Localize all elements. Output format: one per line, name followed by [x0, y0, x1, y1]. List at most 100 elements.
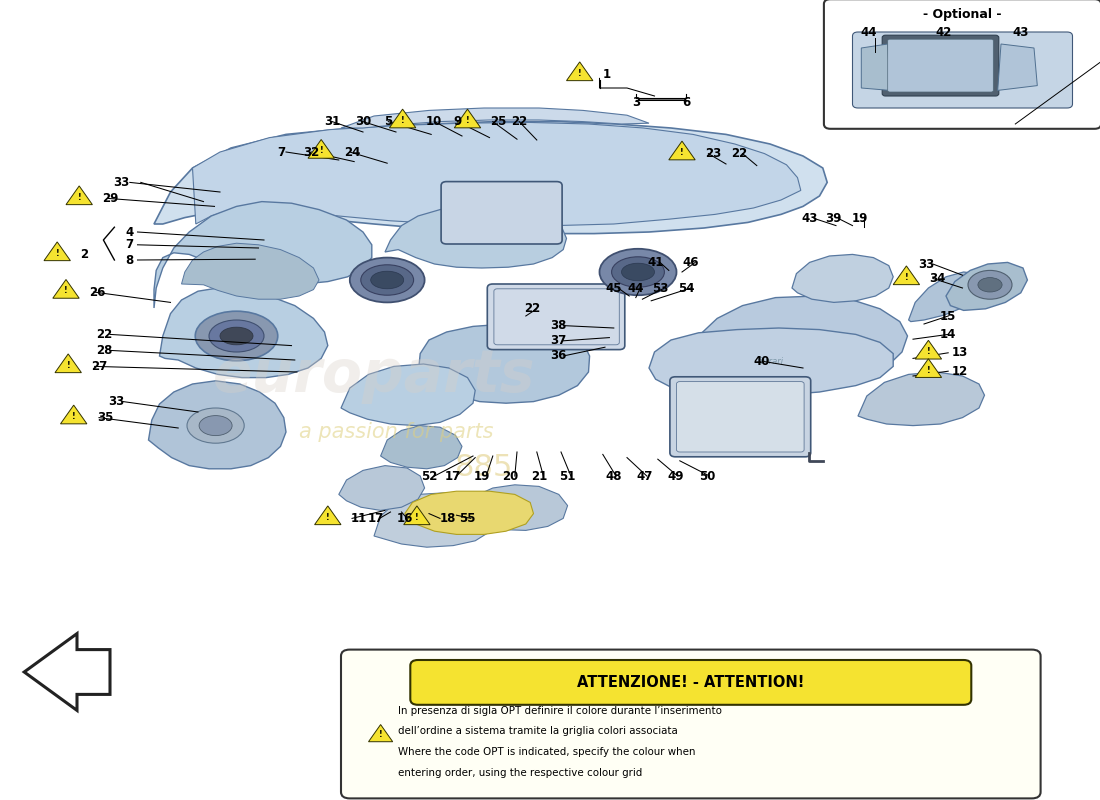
- Text: !: !: [72, 412, 76, 421]
- Polygon shape: [154, 122, 827, 234]
- Text: 15: 15: [940, 310, 956, 322]
- Text: 44: 44: [627, 282, 644, 294]
- Text: 13: 13: [952, 346, 968, 359]
- Polygon shape: [308, 139, 334, 158]
- Text: 885: 885: [454, 454, 514, 482]
- Text: 36: 36: [551, 350, 566, 362]
- Polygon shape: [389, 109, 416, 128]
- FancyBboxPatch shape: [676, 382, 804, 452]
- Text: !: !: [926, 347, 931, 356]
- Polygon shape: [946, 262, 1027, 310]
- Text: !: !: [326, 513, 330, 522]
- Polygon shape: [649, 328, 893, 395]
- FancyBboxPatch shape: [882, 35, 999, 96]
- FancyBboxPatch shape: [888, 39, 993, 92]
- Polygon shape: [381, 426, 462, 469]
- Polygon shape: [368, 725, 393, 742]
- Text: 35: 35: [97, 411, 113, 424]
- Text: 12: 12: [952, 365, 968, 378]
- Polygon shape: [154, 202, 372, 308]
- Text: !: !: [66, 361, 70, 370]
- Text: dell’ordine a sistema tramite la griglia colori associata: dell’ordine a sistema tramite la griglia…: [398, 726, 678, 736]
- Text: !: !: [400, 116, 405, 125]
- Text: 19: 19: [852, 212, 868, 225]
- Text: In presenza di sigla OPT definire il colore durante l’inserimento: In presenza di sigla OPT definire il col…: [398, 706, 722, 715]
- Text: 16: 16: [397, 512, 412, 525]
- Ellipse shape: [600, 249, 676, 295]
- Text: 43: 43: [802, 212, 817, 225]
- Text: 32: 32: [304, 146, 319, 158]
- Text: 22: 22: [732, 147, 747, 160]
- Text: 7: 7: [125, 238, 134, 251]
- FancyBboxPatch shape: [852, 32, 1072, 108]
- Text: 14: 14: [940, 328, 956, 341]
- Polygon shape: [566, 62, 593, 81]
- FancyBboxPatch shape: [441, 182, 562, 244]
- Polygon shape: [182, 243, 319, 299]
- Text: 38: 38: [551, 319, 566, 332]
- Text: 53: 53: [652, 282, 668, 294]
- Ellipse shape: [621, 263, 654, 281]
- Text: !: !: [378, 730, 383, 739]
- FancyBboxPatch shape: [487, 284, 625, 350]
- Text: 40: 40: [754, 355, 769, 368]
- Text: 46: 46: [682, 256, 700, 269]
- Ellipse shape: [196, 311, 277, 361]
- Ellipse shape: [361, 265, 414, 295]
- Text: 52: 52: [421, 470, 437, 482]
- Polygon shape: [24, 634, 110, 710]
- Text: 10: 10: [426, 115, 442, 128]
- Polygon shape: [915, 358, 942, 378]
- Text: 51: 51: [560, 470, 575, 482]
- Text: 34: 34: [930, 272, 946, 285]
- Text: 30: 30: [355, 115, 371, 128]
- Text: 11: 11: [351, 512, 367, 525]
- Polygon shape: [315, 506, 341, 525]
- Text: 39: 39: [826, 212, 842, 225]
- Ellipse shape: [209, 320, 264, 352]
- Polygon shape: [669, 141, 695, 160]
- Text: !: !: [415, 513, 419, 522]
- Text: 17: 17: [368, 512, 384, 525]
- Text: 8: 8: [125, 254, 134, 266]
- Text: entering order, using the respective colour grid: entering order, using the respective col…: [398, 768, 642, 778]
- Polygon shape: [374, 493, 495, 547]
- Text: !: !: [680, 148, 684, 157]
- Text: 6: 6: [682, 96, 691, 109]
- Polygon shape: [858, 372, 984, 426]
- Text: !: !: [55, 249, 59, 258]
- Polygon shape: [339, 466, 425, 510]
- Text: 42: 42: [936, 26, 952, 38]
- Text: 21: 21: [531, 470, 547, 482]
- FancyBboxPatch shape: [341, 650, 1041, 798]
- Text: 55: 55: [460, 512, 475, 525]
- FancyBboxPatch shape: [410, 660, 971, 705]
- Text: !: !: [465, 116, 470, 125]
- Text: 20: 20: [503, 470, 518, 482]
- Text: 37: 37: [551, 334, 566, 347]
- Text: !: !: [578, 69, 582, 78]
- FancyBboxPatch shape: [670, 377, 811, 457]
- Polygon shape: [341, 364, 475, 426]
- Polygon shape: [418, 324, 590, 403]
- Text: 48: 48: [606, 470, 623, 482]
- Polygon shape: [915, 340, 942, 359]
- Text: 26: 26: [89, 286, 106, 298]
- FancyBboxPatch shape: [824, 0, 1100, 129]
- Text: a passion for parts: a passion for parts: [299, 422, 493, 442]
- Text: !: !: [319, 146, 323, 155]
- Text: !: !: [904, 273, 909, 282]
- Polygon shape: [404, 506, 430, 525]
- Text: Where the code OPT is indicated, specify the colour when: Where the code OPT is indicated, specify…: [398, 747, 695, 757]
- Text: 33: 33: [109, 395, 124, 408]
- Polygon shape: [60, 405, 87, 424]
- Ellipse shape: [612, 257, 664, 287]
- Text: 2: 2: [80, 248, 88, 261]
- Polygon shape: [44, 242, 70, 261]
- Text: 5: 5: [384, 115, 393, 128]
- Polygon shape: [405, 491, 534, 534]
- Text: 4: 4: [125, 226, 134, 238]
- Text: 18: 18: [440, 512, 456, 525]
- Polygon shape: [385, 206, 566, 268]
- Text: 25: 25: [491, 115, 507, 128]
